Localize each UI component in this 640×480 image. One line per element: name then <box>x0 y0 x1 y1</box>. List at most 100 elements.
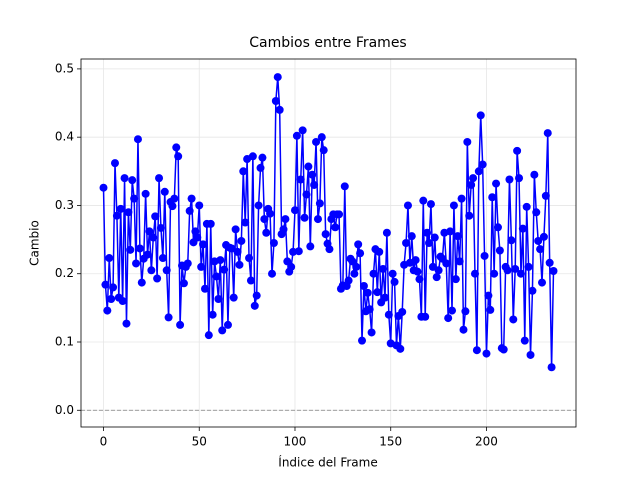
data-point <box>292 131 301 140</box>
data-point <box>390 277 399 286</box>
data-point <box>147 266 156 275</box>
data-point <box>384 310 393 319</box>
data-point <box>306 242 315 251</box>
data-point <box>449 201 458 210</box>
data-point <box>469 174 478 183</box>
data-point <box>528 286 537 295</box>
data-point <box>271 96 280 105</box>
data-point <box>455 257 464 266</box>
data-point <box>229 293 238 302</box>
data-point <box>187 194 196 203</box>
data-point <box>369 269 378 278</box>
data-point <box>153 274 162 283</box>
data-point <box>279 225 288 234</box>
data-point <box>185 206 194 215</box>
data-point <box>421 312 430 321</box>
data-point <box>214 294 223 303</box>
data-point <box>463 137 472 146</box>
data-point <box>197 262 206 271</box>
data-point <box>220 265 229 274</box>
data-point <box>235 260 244 269</box>
data-point <box>526 350 535 359</box>
data-point <box>459 325 468 334</box>
y-tick-label: 0.5 <box>55 61 74 75</box>
data-point <box>258 153 267 162</box>
data-point <box>375 247 384 256</box>
data-point <box>246 276 255 285</box>
data-point <box>411 256 420 265</box>
data-point <box>233 247 242 256</box>
data-point <box>388 269 397 278</box>
data-point <box>446 227 455 236</box>
data-point <box>490 269 499 278</box>
data-point <box>145 227 154 236</box>
data-point <box>103 306 112 315</box>
data-point <box>164 313 173 322</box>
data-point <box>245 254 254 263</box>
data-point <box>470 269 479 278</box>
data-point <box>549 266 558 275</box>
data-point <box>141 189 150 198</box>
data-point <box>425 239 434 247</box>
data-point <box>122 319 131 328</box>
data-point <box>252 291 261 300</box>
data-point <box>495 246 504 255</box>
data-point <box>287 262 296 271</box>
data-point <box>538 278 547 287</box>
data-point <box>321 230 330 239</box>
data-point <box>534 236 543 245</box>
data-point <box>423 228 432 237</box>
data-point <box>430 233 439 242</box>
data-point <box>118 297 127 306</box>
data-point <box>344 276 353 285</box>
data-point <box>507 236 516 245</box>
data-point <box>248 152 257 161</box>
y-axis-label: Cambio <box>28 220 42 266</box>
data-point <box>105 254 114 263</box>
data-point <box>359 282 368 291</box>
data-point <box>133 135 142 144</box>
data-point <box>179 279 188 288</box>
data-point <box>403 201 412 210</box>
x-axis-label: Índice del Frame <box>278 455 377 470</box>
data-point <box>350 269 359 278</box>
data-point <box>379 264 388 273</box>
data-point <box>99 183 108 192</box>
data-point <box>128 176 137 185</box>
data-point <box>434 266 443 275</box>
data-point <box>453 232 462 241</box>
data-point <box>206 219 215 228</box>
data-point <box>492 179 501 188</box>
data-point <box>191 227 200 236</box>
data-point <box>218 326 227 335</box>
data-point <box>426 200 435 209</box>
data-point <box>135 244 144 253</box>
data-point <box>482 349 491 358</box>
data-point <box>319 146 328 155</box>
data-point <box>451 275 460 284</box>
data-point <box>183 259 192 268</box>
data-point <box>331 223 340 232</box>
data-point <box>120 174 129 183</box>
data-point <box>110 159 119 168</box>
data-point <box>532 208 541 217</box>
data-point <box>204 331 213 340</box>
data-point <box>200 284 209 293</box>
data-point <box>432 273 441 282</box>
data-point <box>193 233 202 242</box>
data-point <box>101 280 110 289</box>
data-point <box>312 137 321 146</box>
data-point <box>407 232 416 241</box>
data-point <box>547 363 556 372</box>
x-tick-label: 100 <box>284 435 307 449</box>
data-point <box>254 201 263 210</box>
y-tick-label: 0.0 <box>55 403 74 417</box>
data-point <box>116 204 125 213</box>
data-point <box>298 126 307 135</box>
data-point <box>310 180 319 189</box>
data-point <box>239 167 248 176</box>
data-point <box>509 315 518 324</box>
data-point <box>413 267 422 276</box>
data-point <box>354 240 363 249</box>
data-point <box>158 254 167 263</box>
